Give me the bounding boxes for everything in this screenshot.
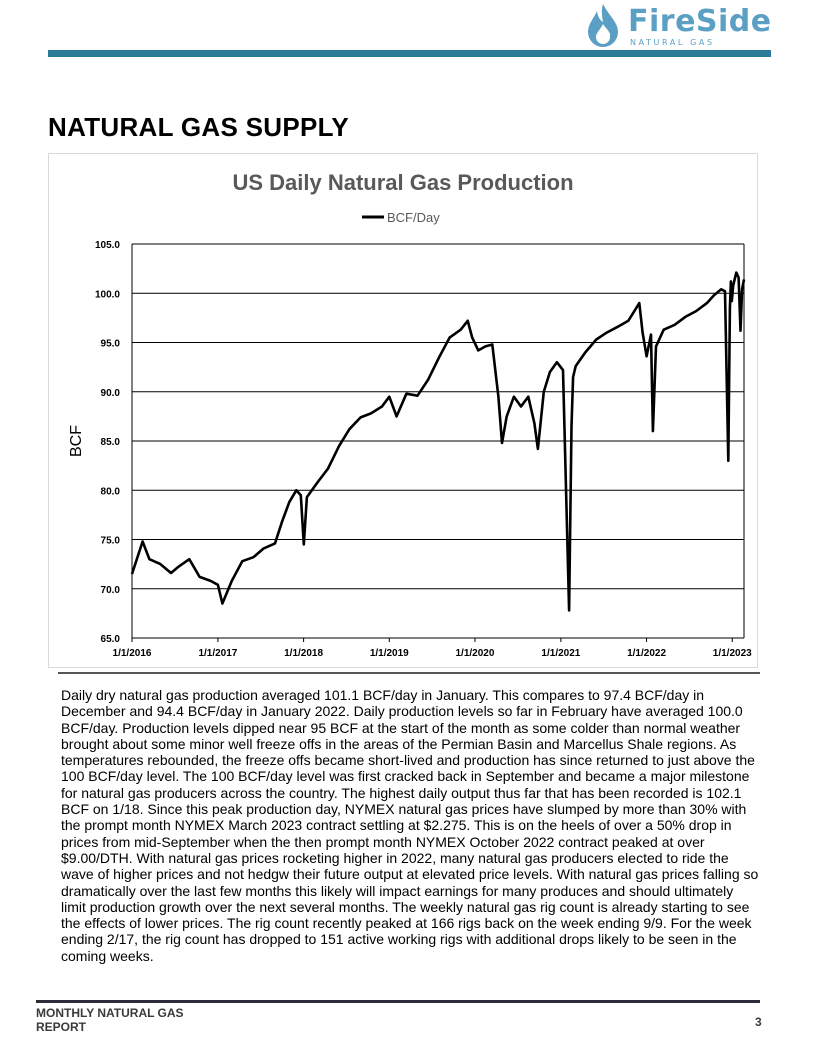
body-paragraph: Daily dry natural gas production average… bbox=[61, 687, 759, 964]
header-rule bbox=[48, 50, 771, 57]
production-chart: US Daily Natural Gas Production BCF/Day 65… bbox=[48, 153, 758, 668]
x-tick-label: 1/1/2016 bbox=[113, 648, 152, 659]
y-tick-label: 90.0 bbox=[101, 388, 121, 399]
chart-title: US Daily Natural Gas Production bbox=[232, 170, 573, 195]
body-text: Daily dry natural gas production average… bbox=[61, 687, 761, 964]
chart-svg: US Daily Natural Gas Production BCF/Day 65… bbox=[68, 170, 752, 659]
section-title: NATURAL GAS SUPPLY bbox=[48, 112, 350, 142]
legend-label: BCF/Day bbox=[387, 210, 440, 225]
logo-name: FireSide bbox=[628, 4, 772, 39]
footer-title: MONTHLY NATURAL GAS REPORT bbox=[36, 1006, 184, 1034]
y-tick-label: 100.0 bbox=[95, 289, 120, 300]
logo-subtitle: NATURAL GAS bbox=[630, 38, 715, 47]
series-line-bcf-day bbox=[130, 271, 746, 612]
y-tick-label: 65.0 bbox=[101, 634, 121, 645]
y-tick-label: 95.0 bbox=[101, 339, 121, 350]
x-tick-label: 1/1/2019 bbox=[370, 648, 409, 659]
flame-droplet-icon bbox=[588, 4, 618, 47]
x-tick-label: 1/1/2023 bbox=[713, 648, 752, 659]
y-tick-label: 75.0 bbox=[101, 536, 121, 547]
y-tick-label: 80.0 bbox=[101, 486, 121, 497]
x-tick-label: 1/1/2018 bbox=[284, 648, 323, 659]
page-number: 3 bbox=[755, 1015, 762, 1029]
chart-divider bbox=[58, 672, 760, 674]
x-tick-label: 1/1/2022 bbox=[627, 648, 666, 659]
fireside-logo: FireSide NATURAL GAS bbox=[584, 2, 774, 50]
y-axis-label: BCF bbox=[68, 425, 85, 457]
y-tick-label: 105.0 bbox=[95, 240, 120, 251]
x-tick-label: 1/1/2020 bbox=[456, 648, 495, 659]
y-tick-label: 70.0 bbox=[101, 585, 121, 596]
y-tick-label: 85.0 bbox=[101, 437, 121, 448]
x-tick-label: 1/1/2021 bbox=[541, 648, 580, 659]
x-tick-label: 1/1/2017 bbox=[198, 648, 237, 659]
footer-rule bbox=[36, 1000, 760, 1003]
